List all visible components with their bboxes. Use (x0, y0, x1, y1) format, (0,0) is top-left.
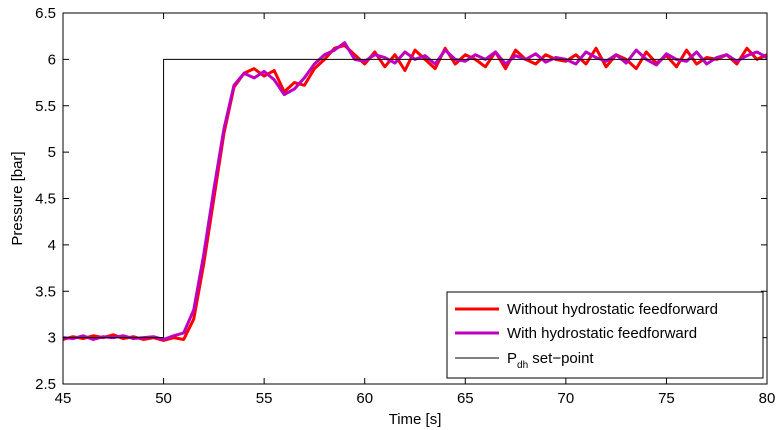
y-tick-label: 5 (48, 144, 56, 161)
legend-setpoint-subscript: dh (517, 360, 528, 371)
legend-label-without: Without hydrostatic feedforward (507, 301, 718, 318)
x-tick-label: 45 (55, 390, 72, 407)
data-layer (62, 41, 768, 342)
x-tick-label: 80 (759, 390, 776, 407)
legend-box (446, 291, 764, 379)
x-axis-label: Time [s] (389, 411, 442, 428)
y-tick-label: 3 (48, 330, 56, 347)
ticks-layer: 45 50 55 60 65 70 75 80 2.5 3 3.5 4 4.5 5 5.5 6 6.5 (35, 5, 775, 407)
y-tick-label: 4 (48, 237, 56, 254)
y-tick-label: 3.5 (35, 283, 56, 300)
series-line-without-feedforward (62, 43, 768, 342)
series-line-setpoint (63, 58, 767, 339)
legend-label-with: With hydrostatic feedforward (507, 325, 697, 342)
y-tick-label: 6 (48, 51, 56, 68)
x-tick-label: 55 (256, 390, 273, 407)
y-tick-label: 4.5 (35, 191, 56, 208)
legend-setpoint-tail: set−point (528, 350, 594, 367)
x-tick-label: 70 (558, 390, 575, 407)
y-tick-label: 5.5 (35, 98, 56, 115)
x-tick-label: 60 (356, 390, 373, 407)
y-axis-label: Pressure [bar] (9, 151, 26, 245)
y-tick-label: 6.5 (35, 5, 56, 22)
y-tick-label: 2.5 (35, 376, 56, 393)
legend-setpoint-main: P (507, 350, 517, 367)
x-tick-label: 75 (658, 390, 675, 407)
x-tick-label: 50 (155, 390, 172, 407)
legend: Without hydrostatic feedforward With hyd… (446, 291, 764, 379)
legend-label-setpoint: Pdh set−point (507, 350, 594, 371)
x-tick-label: 65 (457, 390, 474, 407)
